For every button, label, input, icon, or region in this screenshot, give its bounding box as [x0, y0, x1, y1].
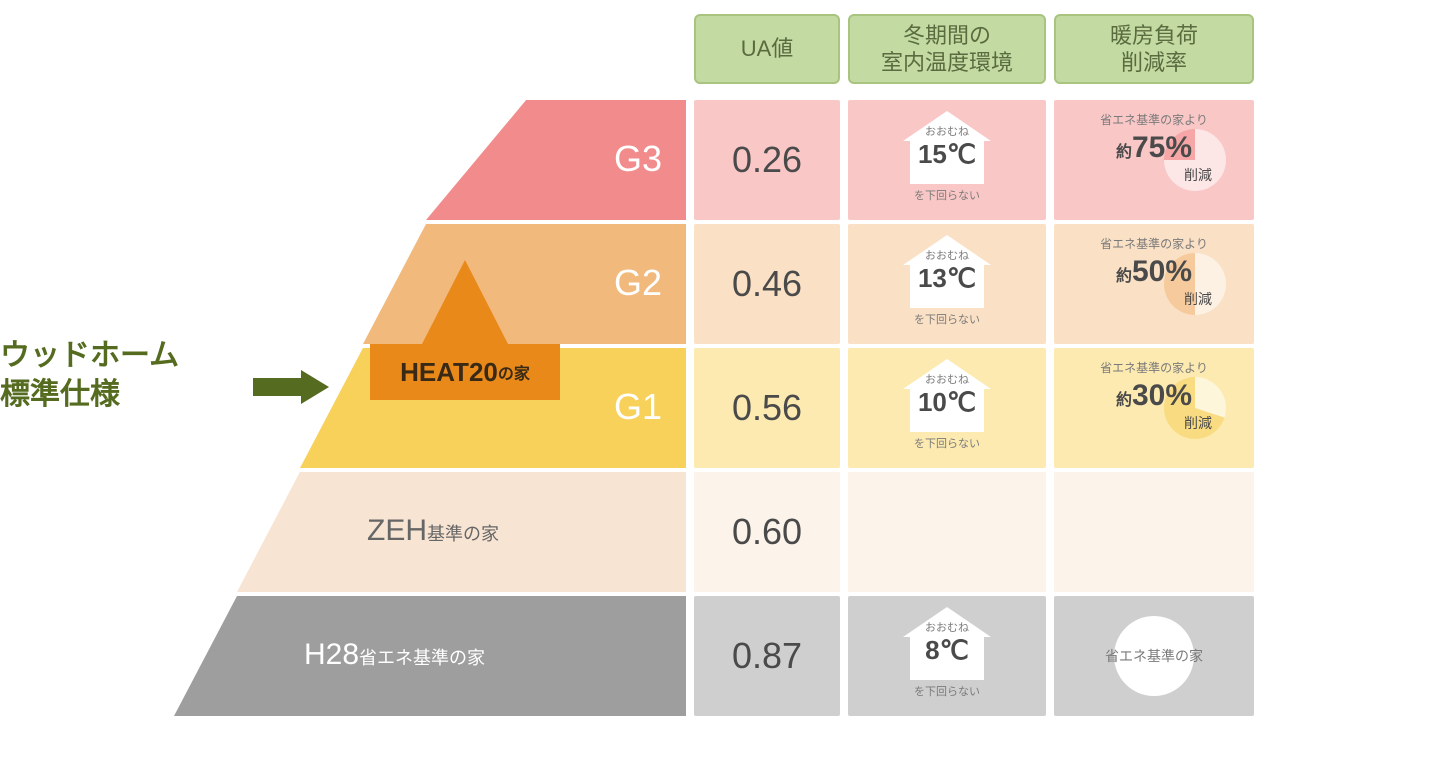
temp-bottom-label-g1: を下回らない: [882, 435, 1012, 451]
ua-cell-zeh: 0.60: [694, 472, 840, 592]
temp-value-g2: 13℃: [882, 263, 1012, 294]
pyramid-layer-g2: G2: [363, 224, 686, 344]
ua-value-zeh: 0.60: [732, 511, 802, 553]
callout-line2: 標準仕様: [0, 375, 179, 414]
layer-label-zeh-big: ZEH: [367, 514, 427, 547]
header-ua: UA値: [694, 14, 840, 84]
reduce-cell-g1: 省エネ基準の家より 約30% 削減: [1054, 348, 1254, 468]
reduce-cell-zeh: [1054, 472, 1254, 592]
temp-cell-g2: おおむね 13℃ を下回らない: [848, 224, 1046, 344]
reduce-widget-g2: 省エネ基準の家より 約50% 削減: [1074, 229, 1234, 339]
temp-top-label-g1: おおむね: [882, 371, 1012, 387]
layer-label-h28-small: 省エネ基準の家: [359, 648, 485, 668]
ua-value-h28: 0.87: [732, 635, 802, 677]
reduce-cell-g2: 省エネ基準の家より 約50% 削減: [1054, 224, 1254, 344]
pyramid-layer-zeh: ZEH基準の家: [237, 472, 686, 592]
reduce-sakugen-g1: 削減: [1184, 413, 1212, 433]
reduce-base-h28: 省エネ基準の家: [1074, 606, 1234, 706]
reduce-top-label-g3: 省エネ基準の家より: [1074, 111, 1234, 128]
ua-value-g1: 0.56: [732, 387, 802, 429]
ua-cell-g1: 0.56: [694, 348, 840, 468]
layer-label-g2: G2: [614, 262, 662, 304]
header-temp: 冬期間の 室内温度環境: [848, 14, 1046, 84]
reduce-main-g1: 約30%: [1074, 379, 1234, 413]
temp-bottom-label-h28: を下回らない: [882, 683, 1012, 699]
temp-value-g3: 15℃: [882, 139, 1012, 170]
layer-label-g3: G3: [614, 138, 662, 180]
reduce-top-label-g2: 省エネ基準の家より: [1074, 235, 1234, 252]
temp-bottom-label-g3: を下回らない: [882, 187, 1012, 203]
callout-text: ウッドホーム 標準仕様: [0, 336, 179, 414]
pyramid-layer-g3: G3: [426, 100, 686, 220]
reduce-widget-g1: 省エネ基準の家より 約30% 削減: [1074, 353, 1234, 463]
heat20-label-small: の家: [498, 360, 530, 384]
reduce-top-label-g1: 省エネ基準の家より: [1074, 359, 1234, 376]
temp-cell-g1: おおむね 10℃ を下回らない: [848, 348, 1046, 468]
temp-widget-g1: おおむね 10℃ を下回らない: [882, 353, 1012, 463]
layer-label-zeh-small: 基準の家: [427, 524, 499, 544]
temp-cell-h28: おおむね 8℃ を下回らない: [848, 596, 1046, 716]
temp-cell-g3: おおむね 15℃ を下回らない: [848, 100, 1046, 220]
reduce-sakugen-g3: 削減: [1184, 165, 1212, 185]
infographic-root: ウッドホーム 標準仕様 HEAT20 の家 UA値 冬期間の 室内温度環境 暖房…: [0, 0, 1434, 762]
temp-value-h28: 8℃: [882, 635, 1012, 666]
temp-cell-zeh: [848, 472, 1046, 592]
reduce-sakugen-g2: 削減: [1184, 289, 1212, 309]
temp-widget-h28: おおむね 8℃ を下回らない: [882, 601, 1012, 711]
reduce-main-g2: 約50%: [1074, 255, 1234, 289]
reduce-cell-h28: 省エネ基準の家: [1054, 596, 1254, 716]
reduce-main-g3: 約75%: [1074, 131, 1234, 165]
temp-bottom-label-g2: を下回らない: [882, 311, 1012, 327]
temp-widget-g2: おおむね 13℃ を下回らない: [882, 229, 1012, 339]
temp-top-label-g2: おおむね: [882, 247, 1012, 263]
header-reduce: 暖房負荷 削減率: [1054, 14, 1254, 84]
heat20-label-big: HEAT20: [400, 357, 498, 388]
ua-cell-g3: 0.26: [694, 100, 840, 220]
temp-top-label-h28: おおむね: [882, 619, 1012, 635]
layer-label-g1: G1: [614, 386, 662, 428]
reduce-cell-g3: 省エネ基準の家より 約75% 削減: [1054, 100, 1254, 220]
ua-value-g3: 0.26: [732, 139, 802, 181]
ua-cell-g2: 0.46: [694, 224, 840, 344]
callout-line1: ウッドホーム: [0, 336, 179, 375]
ua-value-g2: 0.46: [732, 263, 802, 305]
pyramid-apex-icon: [422, 260, 508, 344]
ua-cell-h28: 0.87: [694, 596, 840, 716]
layer-label-h28-big: H28: [304, 638, 359, 671]
temp-top-label-g3: おおむね: [882, 123, 1012, 139]
heat20-label-box: HEAT20 の家: [370, 344, 560, 400]
pyramid-layer-h28: H28省エネ基準の家: [174, 596, 686, 716]
reduce-base-label-h28: 省エネ基準の家: [1105, 646, 1203, 666]
temp-value-g1: 10℃: [882, 387, 1012, 418]
reduce-widget-g3: 省エネ基準の家より 約75% 削減: [1074, 105, 1234, 215]
temp-widget-g3: おおむね 15℃ を下回らない: [882, 105, 1012, 215]
